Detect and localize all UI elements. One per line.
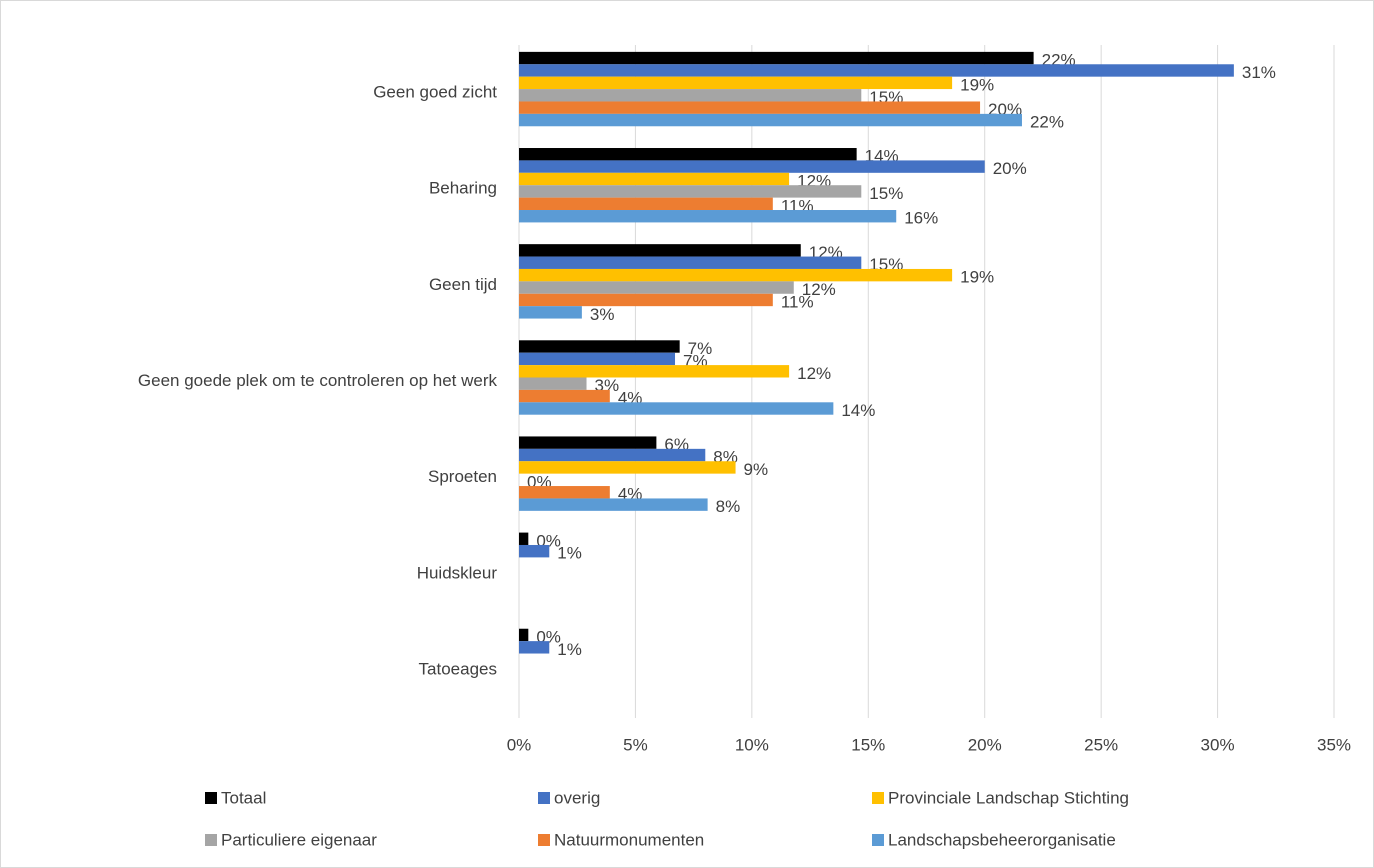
bar (519, 197, 773, 211)
x-tick-label: 30% (1201, 735, 1235, 754)
x-tick-label: 5% (623, 735, 648, 754)
y-tick-label: Geen goed zicht (373, 83, 497, 102)
data-label: 14% (841, 401, 875, 420)
bar (519, 281, 794, 294)
data-label: 11% (781, 292, 814, 311)
bar (519, 532, 529, 545)
legend-swatch (538, 834, 550, 846)
x-tick-label: 25% (1084, 735, 1118, 754)
bar (519, 448, 706, 462)
x-tick-label: 10% (735, 735, 769, 754)
data-label: 3% (590, 305, 615, 324)
data-label: 8% (716, 497, 741, 516)
y-tick-label: Geen goede plek om te controleren op het… (138, 371, 498, 390)
data-label: 9% (744, 460, 769, 479)
legend-label: overig (554, 788, 600, 807)
data-label: 12% (802, 280, 836, 299)
bar (519, 544, 550, 558)
bar (519, 148, 857, 161)
data-label: 19% (960, 268, 994, 287)
legend-label: Natuurmonumenten (554, 830, 704, 849)
legend-label: Landschapsbeheerorganisatie (888, 830, 1116, 849)
bar (519, 498, 708, 511)
bar (519, 486, 610, 499)
legend-label: Particuliere eigenaar (221, 830, 377, 849)
bar (519, 641, 550, 654)
legend-swatch (872, 834, 884, 846)
data-label: 19% (960, 75, 994, 94)
legend-swatch (538, 792, 550, 804)
bar (519, 306, 582, 319)
x-tick-label: 15% (851, 735, 885, 754)
y-tick-label: Huidskleur (417, 563, 498, 582)
data-label: 16% (904, 209, 938, 228)
bar (519, 402, 834, 415)
bar (519, 628, 529, 642)
bar (519, 76, 953, 90)
bar (519, 101, 981, 114)
bar (519, 293, 773, 307)
x-tick-label: 35% (1317, 735, 1351, 754)
bar (519, 365, 790, 378)
x-tick-label: 0% (507, 735, 532, 754)
data-label: 1% (557, 640, 582, 659)
bar (519, 461, 736, 474)
bar (519, 244, 801, 257)
bar (519, 185, 862, 198)
bar (519, 113, 1022, 127)
y-tick-label: Geen tijd (429, 275, 497, 294)
data-label: 15% (869, 184, 903, 203)
legend-swatch (872, 792, 884, 804)
bar (519, 172, 790, 186)
bar (519, 51, 1034, 65)
bar (519, 89, 862, 102)
bar (519, 160, 985, 173)
bar (519, 389, 610, 403)
data-label: 1% (557, 544, 582, 563)
data-label: 7% (688, 339, 713, 358)
y-tick-label: Tatoeages (419, 659, 497, 678)
data-label: 20% (993, 159, 1027, 178)
bar (519, 210, 897, 223)
bar (519, 340, 680, 353)
bar (519, 64, 1234, 77)
bar (519, 268, 953, 282)
bar (519, 352, 676, 366)
legend-label: Provinciale Landschap Stichting (888, 788, 1129, 807)
bar (519, 256, 862, 269)
data-label: 31% (1242, 63, 1276, 82)
y-tick-label: Beharing (429, 179, 497, 198)
legend-swatch (205, 834, 217, 846)
bar (519, 377, 587, 390)
x-tick-label: 20% (968, 735, 1002, 754)
legend-swatch (205, 792, 217, 804)
legend-label: Totaal (221, 788, 266, 807)
bar (519, 436, 657, 449)
data-label: 12% (797, 364, 831, 383)
y-tick-label: Sproeten (428, 467, 497, 486)
data-label: 22% (1030, 113, 1064, 132)
